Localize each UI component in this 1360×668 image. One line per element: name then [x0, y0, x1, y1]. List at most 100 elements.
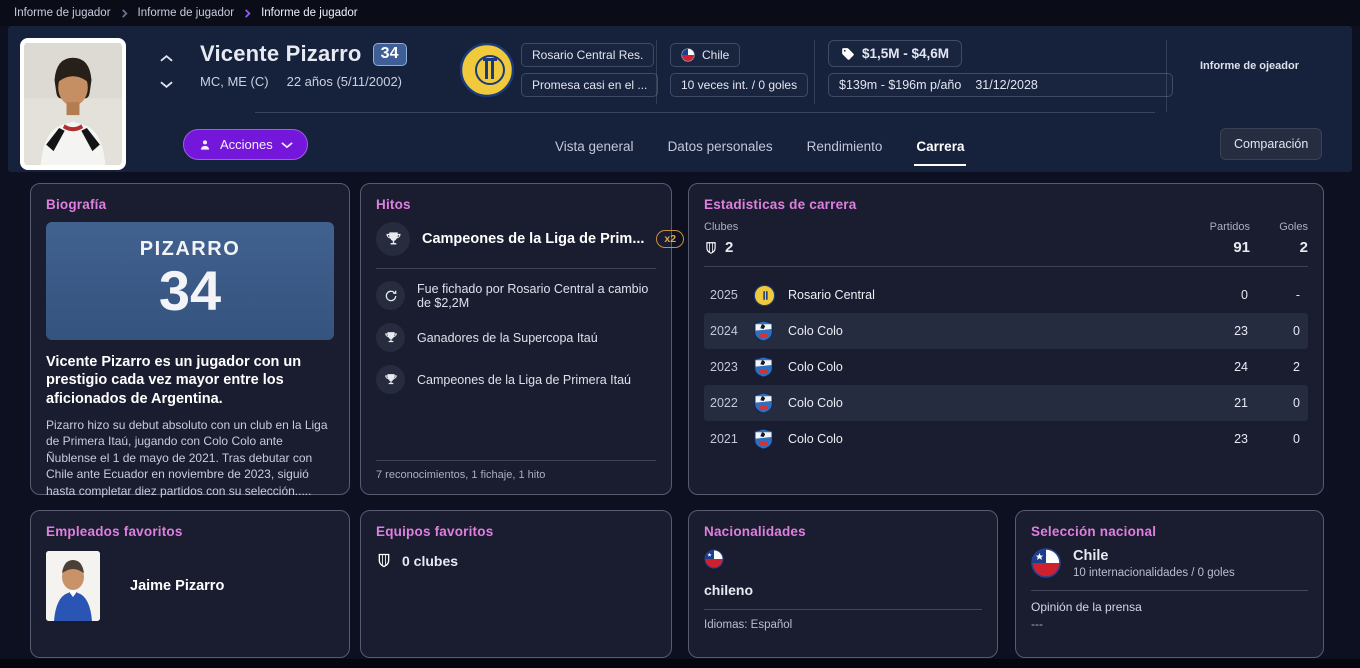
season-year: 2024	[710, 324, 738, 338]
breadcrumb: Informe de jugador Informe de jugador In…	[0, 0, 1360, 26]
featured-milestone-text: Campeones de la Liga de Prim...	[422, 231, 645, 247]
tab-vista-general[interactable]: Vista general	[555, 138, 634, 154]
previous-player-button[interactable]	[156, 50, 176, 66]
contract-end-date: 31/12/2028	[975, 78, 1038, 92]
nationalities-title: Nacionalidades	[704, 524, 806, 539]
tab-datos-personales[interactable]: Datos personales	[667, 138, 773, 154]
media-description-chip[interactable]: Promesa casi en el ...	[521, 73, 659, 97]
matches-value: 24	[1234, 360, 1248, 374]
vertical-divider	[1166, 40, 1167, 112]
divider	[1031, 590, 1308, 591]
table-row[interactable]: 2025 Rosario Central 0 -	[704, 277, 1308, 313]
biography-title: Biografía	[46, 197, 107, 212]
actions-button[interactable]: Acciones	[183, 129, 308, 160]
goals-total: 2	[1299, 239, 1308, 256]
milestone-item[interactable]: Fue fichado por Rosario Central a cambio…	[376, 281, 656, 310]
matches-summary: Partidos 91	[1180, 221, 1250, 256]
matches-value: 21	[1234, 396, 1248, 410]
shirt-name: PIZARRO	[139, 238, 241, 260]
colo-colo-crest-icon	[754, 428, 788, 450]
player-position: MC, ME (C)	[200, 74, 269, 89]
chevron-right-icon	[120, 8, 129, 18]
milestone-text: Campeones de la Liga de Primera Itaú	[417, 372, 632, 387]
shirt-number-badge: 34	[372, 42, 407, 66]
milestones-panel: Hitos Campeones de la Liga de Prim... x2…	[360, 183, 685, 495]
tag-icon	[842, 47, 854, 60]
tab-bar: Vista general Datos personales Rendimien…	[553, 129, 967, 166]
season-year: 2021	[710, 432, 738, 446]
career-stats-panel: Estadisticas de carrera Clubes 2 Partido…	[688, 183, 1324, 495]
comparison-button[interactable]: Comparación	[1220, 128, 1323, 160]
season-year: 2023	[710, 360, 738, 374]
table-row[interactable]: 2021 Colo Colo 23 0	[704, 421, 1308, 457]
colo-colo-crest-icon	[754, 320, 788, 342]
shirt-card: PIZARRO 34	[46, 222, 334, 340]
club-name: Colo Colo	[788, 432, 843, 446]
list-item[interactable]: Jaime Pizarro	[46, 551, 334, 621]
trophy-icon	[376, 365, 405, 394]
breadcrumb-item[interactable]: Informe de jugador	[137, 7, 235, 19]
chile-badge-icon	[704, 549, 982, 574]
media-description: Promesa casi en el ...	[532, 78, 648, 92]
international-record: 10 veces int. / 0 goles	[681, 78, 798, 92]
actions-label: Acciones	[220, 137, 273, 152]
matches-total: 91	[1233, 239, 1250, 256]
colo-colo-crest-icon	[754, 356, 788, 378]
transfer-icon	[376, 281, 405, 310]
rosario-central-crest-icon	[460, 43, 514, 97]
table-row[interactable]: 2022 Colo Colo 21 0	[704, 385, 1308, 421]
transfer-value: $1,5M - $4,6M	[862, 46, 950, 61]
scout-report-label: Informe de ojeador	[1200, 60, 1300, 72]
biography-body: Pizarro hizo su debut absoluto con un cl…	[46, 417, 328, 498]
goals-summary: Goles 2	[1250, 221, 1308, 256]
header-divider	[255, 112, 1155, 113]
biography-lead: Vicente Pizarro es un jugador con un pre…	[46, 354, 302, 407]
featured-milestone[interactable]: Campeones de la Liga de Prim... x2	[376, 222, 685, 256]
nationalities-panel: Nacionalidades chileno Idiomas: Español	[688, 510, 998, 658]
chile-crest-icon	[1031, 548, 1061, 578]
player-photo[interactable]	[20, 38, 126, 170]
national-team-panel: Selección nacional Chile 10 internaciona…	[1015, 510, 1324, 658]
tab-rendimiento[interactable]: Rendimiento	[806, 138, 883, 154]
trophy-icon	[376, 222, 410, 256]
matches-header: Partidos	[1209, 221, 1250, 233]
club-name: Rosario Central Res.	[532, 48, 644, 62]
page-title: Vicente Pizarro	[200, 41, 362, 66]
table-row[interactable]: 2023 Colo Colo 24 2	[704, 349, 1308, 385]
favourite-teams-title: Equipos favoritos	[376, 524, 494, 539]
club-name: Colo Colo	[788, 396, 843, 410]
milestone-item[interactable]: Ganadores de la Supercopa Itaú	[376, 323, 656, 352]
milestone-count-badge: x2	[656, 230, 685, 248]
bottom-bar	[0, 659, 1360, 668]
nation-chip[interactable]: Chile	[670, 43, 741, 67]
national-team-row[interactable]: Chile 10 internacionalidades / 0 goles	[1031, 548, 1308, 579]
player-name-row: Vicente Pizarro 34	[200, 41, 407, 67]
chile-flag-icon	[681, 48, 695, 62]
contract-chip[interactable]: $139m - $196m p/año 31/12/2028	[828, 73, 1173, 97]
international-record-chip[interactable]: 10 veces int. / 0 goles	[670, 73, 809, 97]
milestone-text: Ganadores de la Supercopa Itaú	[417, 330, 598, 345]
player-subinfo: MC, ME (C) 22 años (5/11/2002)	[200, 74, 402, 89]
divider	[376, 268, 656, 269]
favourite-teams-panel: Equipos favoritos 0 clubes	[360, 510, 672, 658]
rosario-central-crest-icon	[754, 284, 788, 306]
biography-panel: Biografía PIZARRO 34 Vicente Pizarro es …	[30, 183, 350, 498]
tab-carrera[interactable]: Carrera	[914, 133, 967, 166]
club-chip[interactable]: Rosario Central Res.	[521, 43, 655, 67]
club-name: Rosario Central	[788, 288, 875, 302]
person-icon	[200, 139, 210, 150]
breadcrumb-item[interactable]: Informe de jugador	[14, 7, 111, 19]
career-stats-summary: Clubes 2 Partidos 91 Goles 2	[704, 221, 1308, 256]
favourite-staff-title: Empleados favoritos	[46, 524, 183, 539]
table-row[interactable]: 2024 Colo Colo 23 0	[704, 313, 1308, 349]
club-info-group: Rosario Central Res. Promesa casi en el …	[521, 43, 659, 97]
milestone-item[interactable]: Campeones de la Liga de Primera Itaú	[376, 365, 656, 394]
goals-value: 2	[1293, 360, 1300, 374]
divider	[704, 609, 982, 610]
goals-value: 0	[1293, 324, 1300, 338]
transfer-value-chip[interactable]: $1,5M - $4,6M	[828, 40, 963, 67]
next-player-button[interactable]	[156, 76, 176, 92]
languages-value: Idiomas: Español	[704, 619, 793, 631]
milestone-text: Fue fichado por Rosario Central a cambio…	[417, 281, 649, 310]
shield-icon	[706, 241, 716, 254]
